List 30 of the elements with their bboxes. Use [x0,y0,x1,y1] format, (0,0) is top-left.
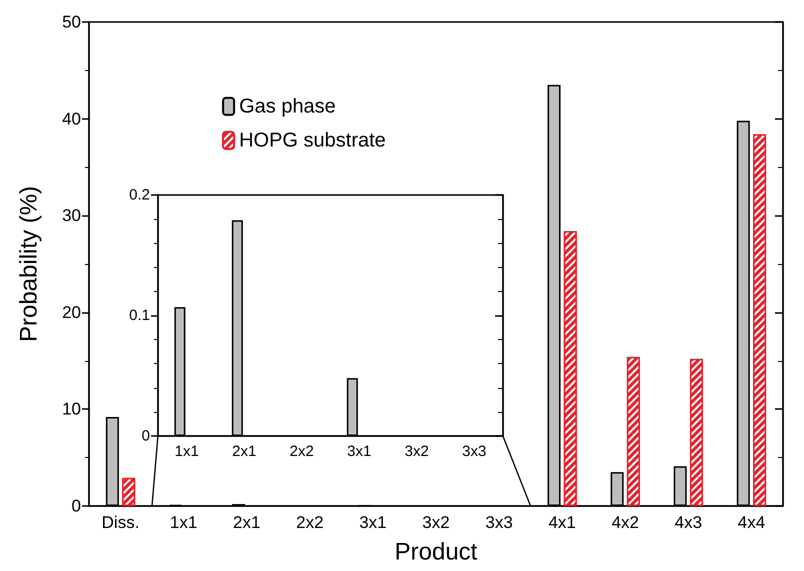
x-tick-label: 2x1 [233,513,260,532]
x-tick-label: 1x1 [170,513,198,532]
y-tick-label: 50 [62,12,81,32]
x-tick-label: 2x2 [296,513,324,532]
x-tick-label: 4x3 [674,513,702,532]
x-tick-label: 3x1 [347,443,372,460]
y-tick-label: 0 [72,496,81,516]
x-tick-label: 2x2 [290,443,314,460]
x-tick-label: Diss. [102,513,140,532]
x-tick-label: 3x2 [404,443,429,460]
y-tick-label: 0.1 [129,307,150,324]
x-tick-label: 2x1 [232,443,256,460]
x-tick-label: 4x1 [548,513,576,532]
x-tick-label: 3x3 [485,513,513,532]
y-axis-title: Probability (%) [16,186,42,342]
legend-label: Gas phase [239,95,336,118]
y-tick-label: 40 [62,109,81,128]
x-tick-label: 4x2 [612,513,639,532]
y-tick-label: 30 [62,206,81,226]
x-tick-label: 3x1 [359,513,387,532]
y-tick-label: 10 [62,400,81,419]
x-tick-label: 4x4 [738,513,766,532]
x-tick-label: 3x3 [462,443,486,460]
legend-label: HOPG substrate [239,129,386,152]
x-axis-title: Product [394,538,478,566]
y-tick-label: 0.2 [129,186,150,204]
x-tick-label: 3x2 [422,513,450,532]
x-tick-label: 1x1 [174,443,199,460]
y-tick-label: 20 [62,302,81,322]
y-tick-label: 0 [142,428,150,444]
